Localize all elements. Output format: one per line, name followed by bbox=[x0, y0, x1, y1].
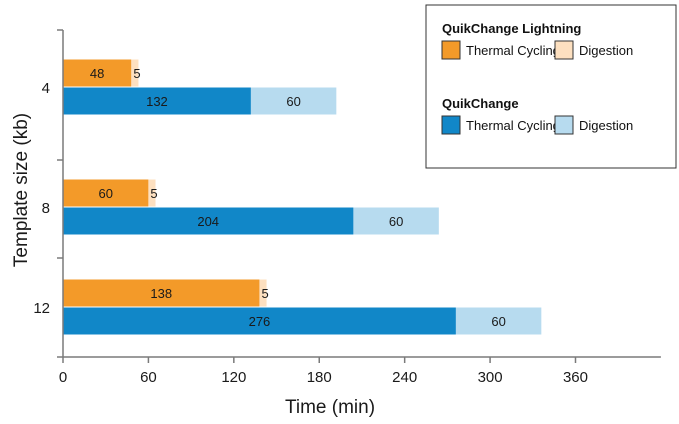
bar-8kb-quikchange-thermal-cycling-value-label: 204 bbox=[197, 214, 219, 229]
legend-swatch-quikchange-lightning-thermal-cycling bbox=[441, 40, 461, 60]
bar-8kb-quikchange-lightning-thermal-cycling bbox=[63, 179, 149, 207]
x-axis-title: Time (min) bbox=[285, 397, 375, 418]
bar-4kb-quikchange-lightning-thermal-cycling bbox=[63, 59, 132, 87]
bar-4kb-quikchange-thermal-cycling-value-label: 132 bbox=[146, 94, 168, 109]
x-tick-label-0: 0 bbox=[59, 369, 67, 386]
bar-12kb-quikchange-lightning-digestion bbox=[259, 279, 267, 307]
legend-label-quikchange-lightning-digestion: Digestion bbox=[579, 43, 633, 58]
legend-label-quikchange-lightning-thermal-cycling: Thermal Cycling bbox=[466, 43, 560, 58]
bar-4kb-quikchange-digestion-value-label: 60 bbox=[286, 94, 300, 109]
bar-4kb-quikchange-thermal-cycling bbox=[63, 87, 251, 115]
x-tick-label-60: 60 bbox=[140, 369, 157, 386]
x-tick-label-360: 360 bbox=[563, 369, 588, 386]
bar-8kb-quikchange-digestion-value-label: 60 bbox=[389, 214, 403, 229]
legend-label-quikchange-digestion: Digestion bbox=[579, 118, 633, 133]
bar-12kb-quikchange-digestion-value-label: 60 bbox=[491, 314, 505, 329]
bar-8kb-quikchange-lightning-thermal-cycling-value-label: 60 bbox=[98, 186, 112, 201]
x-tick-label-120: 120 bbox=[221, 369, 246, 386]
bar-12kb-quikchange-lightning-digestion-value-label: 5 bbox=[261, 286, 268, 301]
y-tick-label-12: 12 bbox=[33, 300, 50, 317]
y-tick-label-8: 8 bbox=[42, 200, 50, 217]
bars-layer bbox=[63, 59, 542, 335]
bar-8kb-quikchange-digestion bbox=[353, 207, 439, 235]
legend-label-quikchange-thermal-cycling: Thermal Cycling bbox=[466, 118, 560, 133]
bar-12kb-quikchange-lightning-thermal-cycling-value-label: 138 bbox=[150, 286, 172, 301]
bar-4kb-quikchange-lightning-thermal-cycling-value-label: 48 bbox=[90, 66, 104, 81]
x-tick-label-300: 300 bbox=[478, 369, 503, 386]
legend-box bbox=[425, 4, 677, 169]
legend-title-quikchange: QuikChange bbox=[442, 96, 519, 111]
y-tick-label-4: 4 bbox=[42, 80, 50, 97]
axes-layer bbox=[57, 29, 661, 363]
bar-8kb-quikchange-lightning-digestion bbox=[148, 179, 156, 207]
legend-swatch-quikchange-digestion bbox=[554, 115, 574, 135]
bar-4kb-quikchange-lightning-digestion bbox=[131, 59, 139, 87]
legend: QuikChange Lightning Thermal Cycling Diges… bbox=[425, 4, 677, 169]
legend-swatch-quikchange-lightning-digestion bbox=[554, 40, 574, 60]
y-axis-title: Template size (kb) bbox=[11, 113, 32, 267]
bar-4kb-quikchange-lightning-digestion-value-label: 5 bbox=[133, 66, 140, 81]
bar-12kb-quikchange-thermal-cycling-value-label: 276 bbox=[249, 314, 271, 329]
bar-4kb-quikchange-digestion bbox=[250, 87, 337, 115]
bar-12kb-quikchange-digestion bbox=[455, 307, 542, 335]
bar-8kb-quikchange-lightning-digestion-value-label: 5 bbox=[150, 186, 157, 201]
bar-8kb-quikchange-thermal-cycling bbox=[63, 207, 354, 235]
legend-title-quikchange-lightning: QuikChange Lightning bbox=[442, 21, 581, 36]
bar-12kb-quikchange-lightning-thermal-cycling bbox=[63, 279, 260, 307]
legend-swatch-quikchange-thermal-cycling bbox=[441, 115, 461, 135]
x-tick-label-180: 180 bbox=[307, 369, 332, 386]
bar-12kb-quikchange-thermal-cycling bbox=[63, 307, 456, 335]
x-tick-label-240: 240 bbox=[392, 369, 417, 386]
